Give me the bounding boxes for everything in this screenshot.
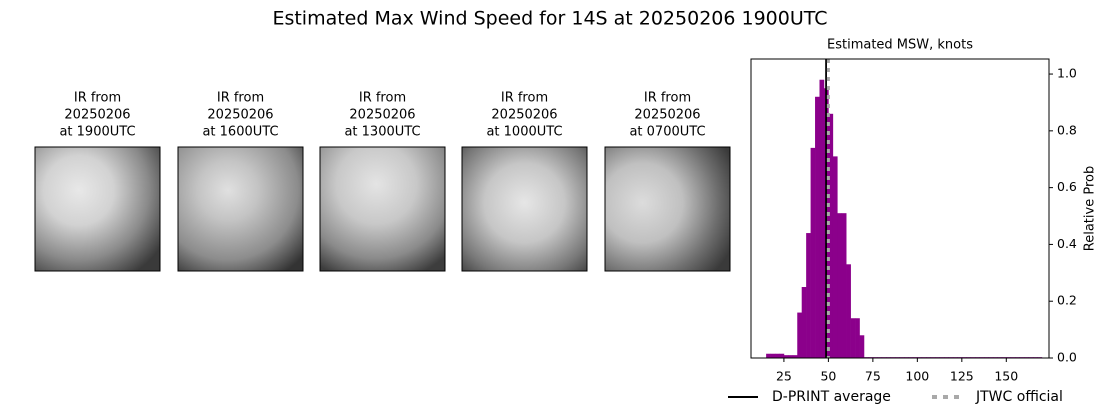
histogram-bar — [775, 353, 780, 358]
y-tick-label: 0.4 — [1057, 236, 1077, 251]
y-tick-label: 0.0 — [1057, 350, 1077, 365]
histogram-bar — [810, 147, 816, 358]
histogram-bar — [779, 353, 785, 358]
y-tick-label: 0.8 — [1057, 122, 1077, 137]
panel-title: 20250206 — [349, 108, 415, 123]
ir-image — [461, 146, 588, 272]
x-tick-label: 125 — [950, 369, 974, 384]
image-panels: IR from 20250206 at 1900UTC IR from 20250206… — [34, 91, 731, 272]
histogram-bar — [792, 355, 798, 358]
legend-label: JTWC official — [975, 389, 1063, 405]
panel-title: IR from — [74, 91, 121, 106]
panel-title: at 1000UTC — [486, 125, 562, 140]
histogram-bar — [850, 318, 856, 358]
panel-title: 20250206 — [207, 108, 273, 123]
ir-image — [604, 146, 731, 272]
panel-title: 20250206 — [64, 108, 130, 123]
panel-title: IR from — [359, 91, 406, 106]
panel-title: IR from — [217, 91, 264, 106]
histogram-bar — [797, 312, 803, 358]
histogram-bar — [855, 318, 860, 358]
x-tick-label: 25 — [776, 369, 792, 384]
histogram-bar — [770, 353, 776, 358]
panel-title: at 1300UTC — [344, 125, 420, 140]
histogram-bar — [783, 355, 789, 358]
histogram-bar — [815, 96, 820, 358]
y-tick-label: 0.6 — [1057, 179, 1077, 194]
ir-image — [34, 146, 161, 272]
panel-title: at 1600UTC — [202, 125, 278, 140]
panel-title: at 1900UTC — [59, 125, 135, 140]
panel-title: 20250206 — [634, 108, 700, 123]
histogram-chart: Estimated MSW, knots 25 50 75 100 125 150 0.0 0.… — [728, 38, 1098, 405]
panel-title: 20250206 — [491, 108, 557, 123]
legend-label: D-PRINT average — [772, 389, 891, 405]
histogram-bar — [859, 335, 865, 358]
histogram-bar — [801, 287, 807, 358]
ir-image — [319, 146, 446, 272]
histogram-bar — [841, 213, 847, 358]
y-axis-label: Relative Prob — [1083, 166, 1098, 251]
histogram-bar — [828, 113, 834, 359]
x-tick-label: 50 — [820, 369, 836, 384]
x-tick-label: 150 — [994, 369, 1018, 384]
histogram-bar — [766, 353, 771, 358]
panel-title: at 0700UTC — [629, 125, 705, 140]
x-tick-label: 100 — [905, 369, 929, 384]
x-tick-label: 75 — [865, 369, 881, 384]
histogram-bar — [819, 79, 825, 358]
plot-frame — [750, 58, 1050, 359]
chart-title: Estimated MSW, knots — [827, 38, 973, 53]
figure-title: Estimated Max Wind Speed for 14S at 2025… — [272, 8, 827, 30]
panel-title: IR from — [501, 91, 548, 106]
panel-title: IR from — [644, 91, 691, 106]
histogram-bar — [846, 264, 851, 358]
ir-image — [177, 146, 304, 272]
histogram-bar — [788, 355, 794, 358]
y-tick-label: 0.2 — [1057, 293, 1077, 308]
histogram-bar — [837, 213, 843, 358]
histogram-bar — [806, 233, 811, 358]
histogram-bar — [832, 156, 838, 358]
y-tick-label: 1.0 — [1057, 66, 1077, 81]
